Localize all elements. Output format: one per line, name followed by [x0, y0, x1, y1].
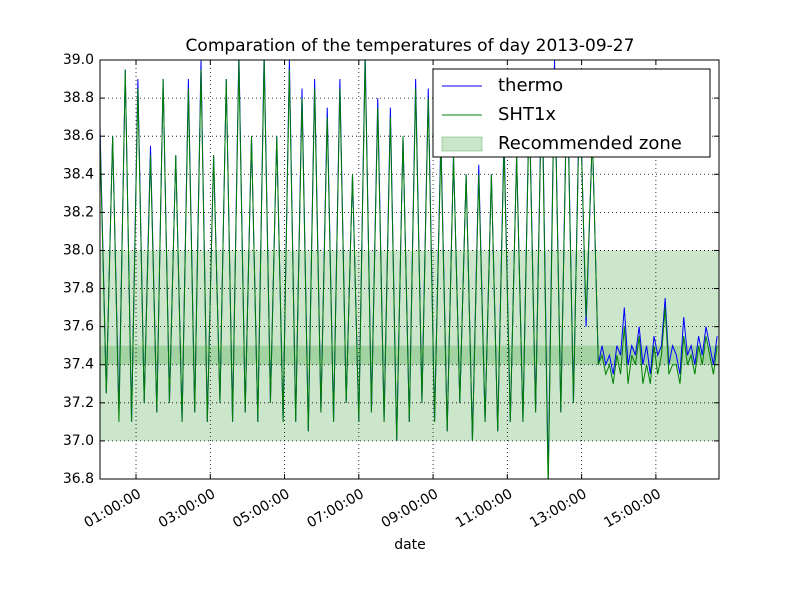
legend-label: Recommended zone	[498, 133, 682, 154]
x-axis-label: date	[394, 537, 426, 553]
y-tick-label: 38.2	[63, 204, 94, 220]
legend: thermo SHT1x Recommended zone	[432, 68, 711, 158]
y-tick-label: 38.6	[63, 128, 94, 144]
y-tick-label: 38.0	[63, 242, 94, 258]
y-tick-label: 37.8	[63, 281, 94, 297]
chart-title: Comparation of the temperatures of day 2…	[186, 36, 635, 56]
series-line	[100, 60, 718, 479]
legend-box	[432, 68, 711, 158]
legend-swatch	[441, 136, 483, 152]
y-tick-label: 37.4	[63, 357, 94, 373]
y-tick-label: 38.8	[63, 90, 94, 106]
recommended-zone	[100, 345, 719, 365]
y-tick-label: 36.8	[63, 471, 94, 487]
y-tick-label: 37.6	[63, 319, 94, 335]
y-tick-label: 37.0	[63, 433, 94, 449]
plot-frame	[99, 59, 720, 480]
y-tick-label: 37.2	[63, 395, 94, 411]
legend-label: SHT1x	[498, 104, 556, 125]
y-tick-label: 38.4	[63, 166, 94, 182]
legend-label: thermo	[498, 75, 563, 96]
y-tick-label: 39.0	[63, 52, 94, 68]
lines	[100, 60, 718, 479]
